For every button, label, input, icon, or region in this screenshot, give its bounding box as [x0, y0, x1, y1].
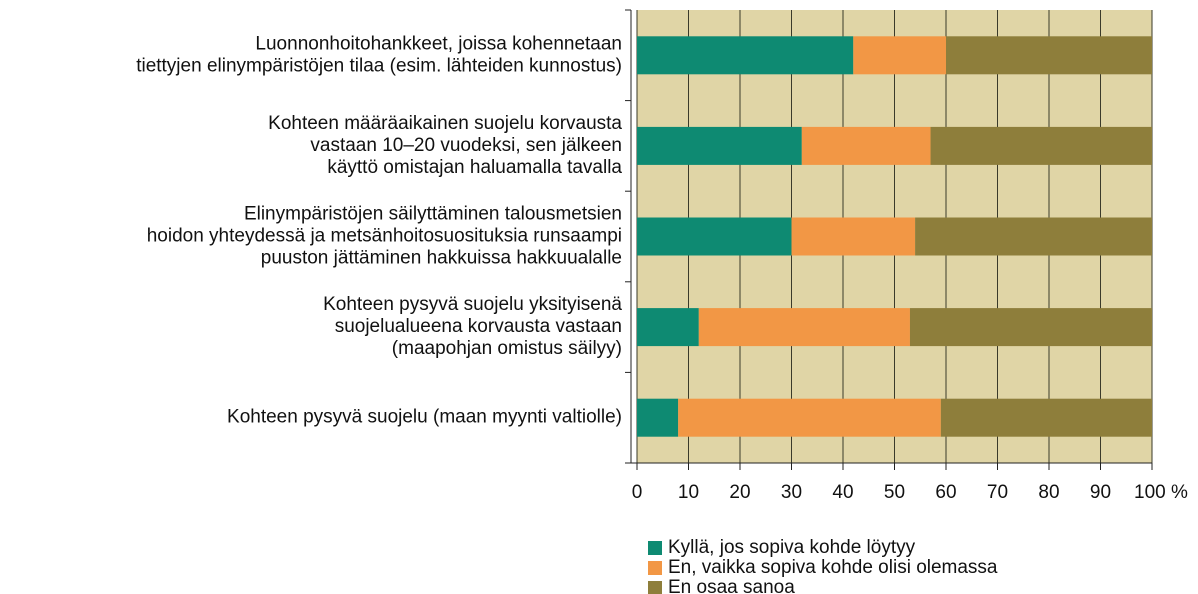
- x-tick-label: 20: [729, 482, 750, 503]
- category-label-line: Elinympäristöjen säilyttäminen talousmet…: [244, 204, 622, 225]
- x-tick-label: 100 %: [1134, 482, 1188, 503]
- bar-segment: [853, 36, 946, 75]
- bar-segment: [801, 126, 931, 165]
- category-label: Kohteen määräaikainen suojelu korvausta v…: [268, 113, 622, 178]
- legend-swatch: [648, 581, 662, 594]
- legend-label: En, vaikka sopiva kohde olisi olemassa: [668, 557, 998, 578]
- legend-swatch: [648, 541, 662, 555]
- bar-segment: [915, 217, 1152, 256]
- x-tick-label: 90: [1090, 482, 1111, 503]
- bar-segment: [637, 126, 802, 165]
- legend-label: En osaa sanoa: [668, 577, 795, 594]
- category-label-line: suojelualueena korvausta vastaan: [335, 316, 622, 337]
- x-tick-label: 10: [678, 482, 699, 503]
- category-label-line: Kohteen pysyvä suojelu (maan myynti valt…: [227, 407, 622, 428]
- category-label-line: Kohteen pysyvä suojelu yksityisenä: [323, 294, 622, 315]
- bar-segment: [637, 398, 679, 437]
- category-label-line: Kohteen määräaikainen suojelu korvausta: [268, 113, 622, 134]
- category-label-line: Luonnonhoitohankkeet, joissa kohennetaan: [255, 33, 622, 54]
- x-tick-label: 30: [781, 482, 802, 503]
- x-tick-label: 60: [935, 482, 956, 503]
- bar-segment: [698, 308, 910, 347]
- category-label-line: vastaan 10–20 vuodeksi, sen jälkeen: [310, 135, 622, 156]
- bar-segment: [637, 217, 792, 256]
- legend-label: Kyllä, jos sopiva kohde löytyy: [668, 537, 916, 558]
- category-label-line: puuston jättäminen hakkuissa hakkuualall…: [261, 248, 622, 269]
- bar-segment: [930, 126, 1152, 165]
- category-label: Elinympäristöjen säilyttäminen talousmet…: [147, 204, 622, 269]
- bar-segment: [637, 36, 854, 75]
- category-label: Kohteen pysyvä suojelu yksityisenä suojel…: [323, 294, 622, 359]
- bar-segment: [791, 217, 916, 256]
- bar-segment: [678, 398, 941, 437]
- x-tick-label: 40: [832, 482, 853, 503]
- x-tick-label: 80: [1038, 482, 1059, 503]
- category-label: Luonnonhoitohankkeet, joissa kohennetaan…: [136, 33, 622, 76]
- category-label-line: tiettyjen elinympäristöjen tilaa (esim. …: [136, 55, 622, 76]
- category-label: Kohteen pysyvä suojelu (maan myynti valt…: [227, 407, 622, 428]
- bar-segment: [637, 308, 699, 347]
- bar-segment: [940, 398, 1152, 437]
- category-label-line: (maapohjan omistus säilyy): [392, 338, 622, 359]
- bar-segment: [946, 36, 1152, 75]
- legend-swatch: [648, 561, 662, 575]
- bar-segment: [909, 308, 1152, 347]
- category-label-line: hoidon yhteydessä ja metsänhoitosuosituk…: [147, 226, 622, 247]
- x-tick-label: 50: [884, 482, 905, 503]
- x-tick-label: 70: [987, 482, 1008, 503]
- x-tick-label: 0: [632, 482, 643, 503]
- category-label-line: käyttö omistajan haluamalla tavalla: [327, 157, 622, 178]
